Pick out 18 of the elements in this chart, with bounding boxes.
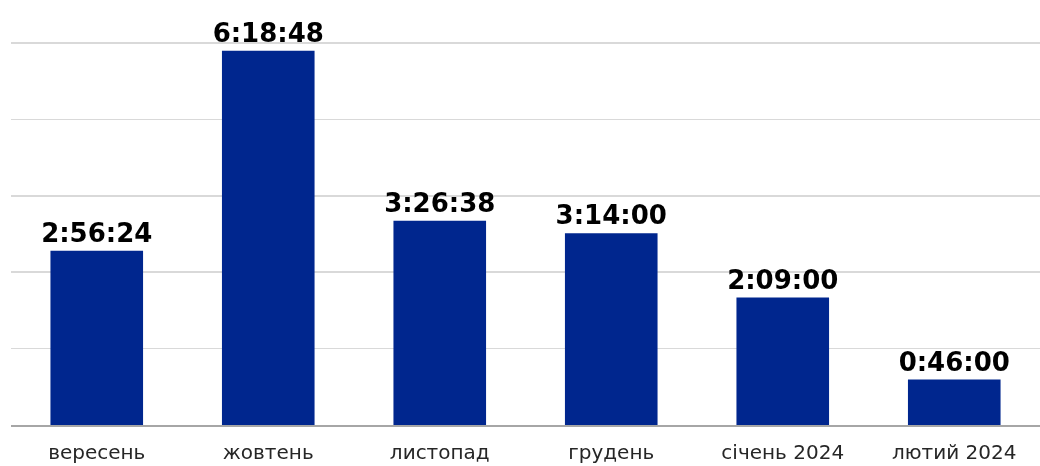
data-label: 2:56:24 — [41, 217, 153, 248]
bar — [907, 379, 1001, 425]
bar — [736, 297, 830, 425]
bar — [50, 250, 144, 425]
x-tick-label: грудень — [568, 439, 655, 464]
bar — [221, 50, 315, 425]
data-label: 3:26:38 — [384, 187, 496, 218]
x-tick-label: жовтень — [222, 439, 314, 464]
bar — [564, 233, 658, 425]
x-tick-label: вересень — [48, 439, 146, 464]
data-label: 2:09:00 — [727, 264, 839, 295]
data-label: 3:14:00 — [555, 200, 667, 231]
data-label: 0:46:00 — [898, 346, 1010, 377]
x-tick-label: листопад — [389, 439, 490, 464]
x-tick-label: лютий 2024 — [891, 439, 1017, 464]
data-label: 6:18:48 — [212, 17, 324, 48]
bar — [393, 220, 487, 425]
x-tick-label: січень 2024 — [721, 439, 845, 464]
